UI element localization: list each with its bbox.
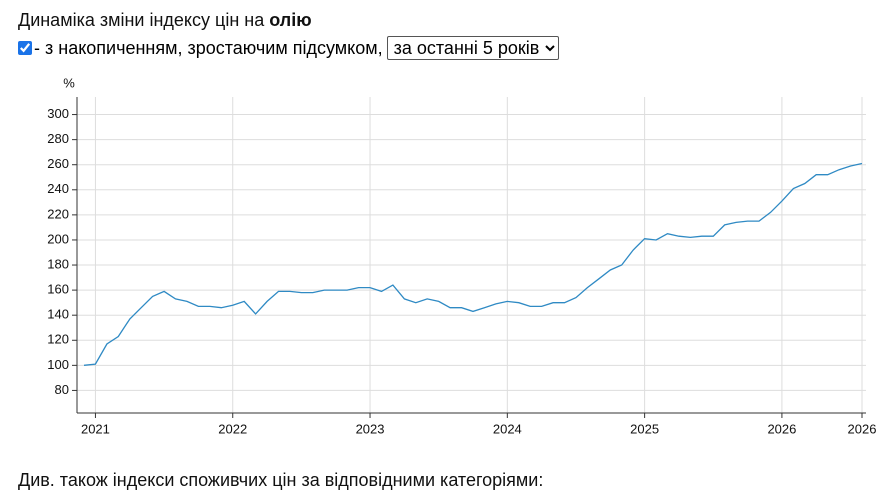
y-tick-label: 80: [55, 382, 69, 397]
y-tick-label: 240: [47, 181, 69, 196]
x-tick-label: 2026: [848, 421, 877, 436]
x-tick-label: 2023: [356, 421, 385, 436]
cumulative-checkbox[interactable]: [18, 41, 32, 55]
y-tick-label: 120: [47, 332, 69, 347]
y-tick-label: 140: [47, 307, 69, 322]
checkbox-label: - з накопиченням, зростаючим підсумком,: [34, 37, 383, 58]
period-select[interactable]: за останні 5 років: [386, 36, 559, 60]
x-tick-label: 2025: [630, 421, 659, 436]
chart: 80 100 120 140 160 180 200 220 240 260 280 300% 2021…: [47, 75, 877, 436]
y-tick-label: 180: [47, 256, 69, 271]
x-tick-label: 2021: [81, 421, 110, 436]
controls: - з накопиченням, зростаючим підсумком, …: [18, 36, 559, 60]
y-tick-label: 200: [47, 231, 69, 246]
y-tick-label: 280: [47, 131, 69, 146]
title-bold: олію: [269, 10, 312, 30]
y-tick-label: 160: [47, 282, 69, 297]
title-prefix: Динаміка зміни індексу цін на: [18, 10, 265, 30]
y-tick-label: 100: [47, 357, 69, 372]
x-tick-label: 2024: [493, 421, 522, 436]
data-line: [83, 162, 863, 366]
x-tick-label: 2026: [767, 421, 796, 436]
x-tick-label: 2022: [218, 421, 247, 436]
page: Динаміка зміни індексу цін на олію - з н…: [18, 10, 877, 490]
footer-text: Див. також індекси споживчих цін за відп…: [18, 470, 544, 490]
title: Динаміка зміни індексу цін на олію: [18, 10, 312, 31]
y-axis-label: %: [63, 75, 75, 90]
y-tick-label: 220: [47, 206, 69, 221]
y-tick-label: 300: [47, 106, 69, 121]
y-tick-label: 260: [47, 156, 69, 171]
